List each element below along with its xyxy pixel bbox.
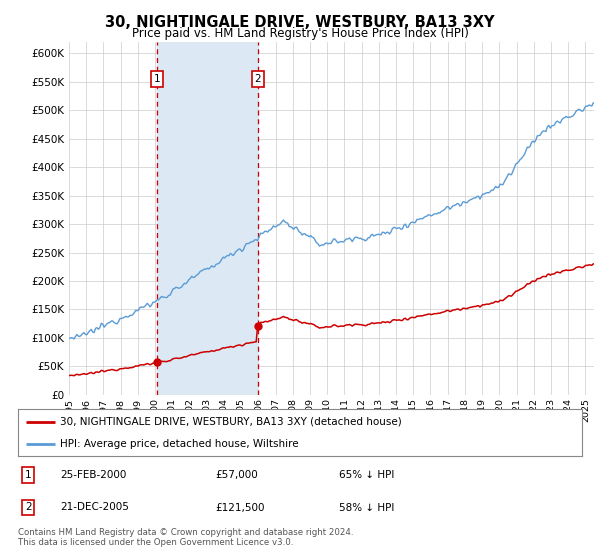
Text: Price paid vs. HM Land Registry's House Price Index (HPI): Price paid vs. HM Land Registry's House …	[131, 27, 469, 40]
Text: 21-DEC-2005: 21-DEC-2005	[60, 502, 129, 512]
Text: Contains HM Land Registry data © Crown copyright and database right 2024.
This d: Contains HM Land Registry data © Crown c…	[18, 528, 353, 548]
Text: HPI: Average price, detached house, Wiltshire: HPI: Average price, detached house, Wilt…	[60, 438, 299, 449]
Text: 2: 2	[254, 74, 261, 84]
Text: £121,500: £121,500	[215, 502, 265, 512]
Text: £57,000: £57,000	[215, 470, 258, 480]
Text: 25-FEB-2000: 25-FEB-2000	[60, 470, 127, 480]
Text: 30, NIGHTINGALE DRIVE, WESTBURY, BA13 3XY (detached house): 30, NIGHTINGALE DRIVE, WESTBURY, BA13 3X…	[60, 417, 402, 427]
Text: 58% ↓ HPI: 58% ↓ HPI	[340, 502, 395, 512]
Text: 30, NIGHTINGALE DRIVE, WESTBURY, BA13 3XY: 30, NIGHTINGALE DRIVE, WESTBURY, BA13 3X…	[105, 15, 495, 30]
Text: 65% ↓ HPI: 65% ↓ HPI	[340, 470, 395, 480]
Text: 2: 2	[25, 502, 31, 512]
Bar	[157, 42, 257, 395]
Text: 1: 1	[25, 470, 31, 480]
Text: 1: 1	[154, 74, 161, 84]
